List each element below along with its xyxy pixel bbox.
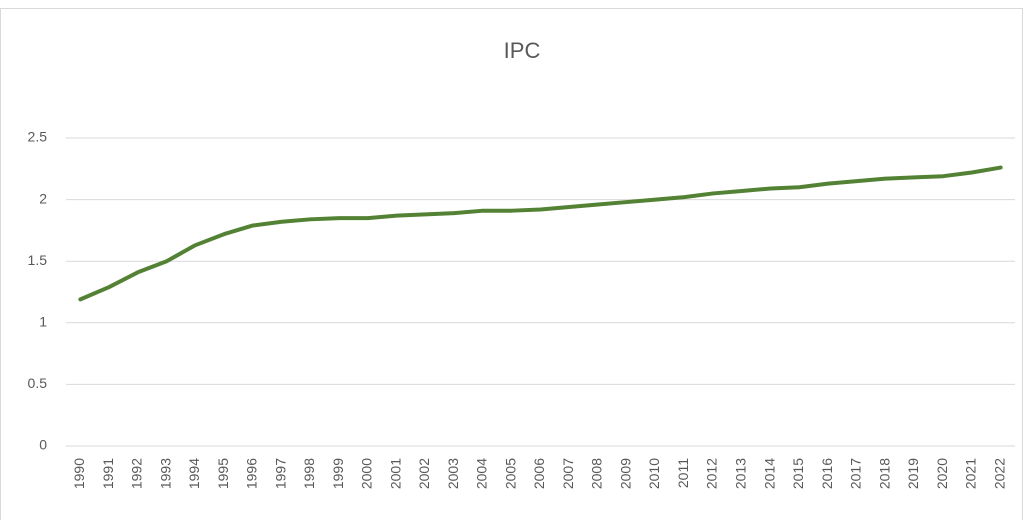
x-tick-label: 2020 bbox=[934, 458, 950, 489]
x-tick-label: 2005 bbox=[502, 458, 518, 489]
y-tick-label: 2 bbox=[39, 190, 47, 206]
x-tick-label: 2021 bbox=[963, 458, 979, 489]
y-tick-label: 0.5 bbox=[28, 375, 48, 391]
x-tick-label: 2018 bbox=[876, 458, 892, 489]
y-tick-label: 2.5 bbox=[28, 129, 48, 145]
x-tick-label: 2022 bbox=[991, 458, 1007, 489]
x-tick-label: 1991 bbox=[100, 458, 116, 489]
x-tick-label: 2000 bbox=[359, 458, 375, 489]
x-tick-label: 2016 bbox=[819, 458, 835, 489]
x-tick-label: 2009 bbox=[617, 458, 633, 489]
y-tick-label: 0 bbox=[39, 437, 47, 453]
x-tick-label: 2004 bbox=[474, 458, 490, 489]
x-tick-label: 2010 bbox=[646, 458, 662, 489]
x-tick-label: 1999 bbox=[330, 458, 346, 489]
line-series bbox=[78, 165, 1003, 302]
x-tick-label: 1993 bbox=[157, 458, 173, 489]
chart-frame bbox=[0, 8, 1023, 520]
x-tick-label: 2012 bbox=[704, 458, 720, 489]
y-tick-label: 1 bbox=[39, 314, 47, 330]
x-tick-label: 1994 bbox=[186, 458, 202, 489]
x-tick-label: 2002 bbox=[416, 458, 432, 489]
x-tick-label: 2013 bbox=[733, 458, 749, 489]
y-tick-label: 1.5 bbox=[28, 252, 48, 268]
x-tick-label: 2015 bbox=[790, 458, 806, 489]
x-tick-label: 1990 bbox=[71, 458, 87, 489]
x-tick-label: 2017 bbox=[848, 458, 864, 489]
x-tick-label: 2019 bbox=[905, 458, 921, 489]
x-tick-label: 2007 bbox=[560, 458, 576, 489]
x-tick-label: 2001 bbox=[387, 458, 403, 489]
chart-title: IPC bbox=[504, 38, 541, 63]
x-tick-label: 1995 bbox=[215, 458, 231, 489]
x-tick-label: 2008 bbox=[589, 458, 605, 489]
x-tick-label: 2006 bbox=[531, 458, 547, 489]
x-tick-label: 1992 bbox=[129, 458, 145, 489]
x-tick-label: 1997 bbox=[272, 458, 288, 489]
x-tick-label: 2014 bbox=[761, 458, 777, 489]
x-tick-label: 2003 bbox=[445, 458, 461, 489]
x-tick-label: 1998 bbox=[301, 458, 317, 489]
x-tick-label: 1996 bbox=[244, 458, 260, 489]
x-tick-label: 2011 bbox=[675, 458, 691, 488]
